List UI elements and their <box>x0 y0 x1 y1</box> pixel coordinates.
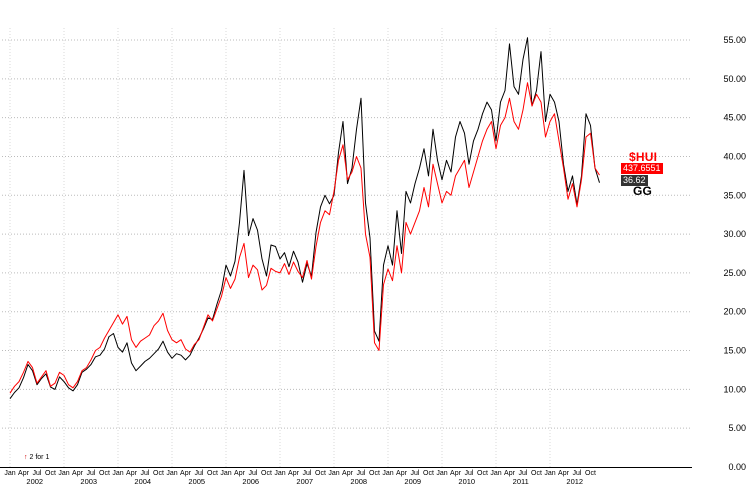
y-tick-label: 10.00 <box>723 384 746 394</box>
series-label-hui: $HUI <box>629 150 658 164</box>
y-tick-label: 35.00 <box>723 190 746 200</box>
x-tick-year-label: 2011 <box>513 477 529 486</box>
x-tick-month-label: Apr <box>234 470 246 477</box>
x-tick-month-label: Oct <box>45 470 56 477</box>
y-tick-label: 25.00 <box>723 268 746 278</box>
x-tick-month-label: Jul <box>411 470 420 477</box>
x-tick-month-label: Jul <box>33 470 42 477</box>
x-tick-year-label: 2003 <box>80 477 97 486</box>
x-tick-month-label: Oct <box>99 470 110 477</box>
y-tick-label: 55.00 <box>723 35 746 45</box>
x-tick-month-label: Jan <box>544 470 555 477</box>
x-tick-year-label: 2005 <box>188 477 205 486</box>
y-tick-label: 30.00 <box>723 229 746 239</box>
split-arrow-icon: ↑ <box>24 454 28 461</box>
x-tick-month-label: Jan <box>328 470 339 477</box>
x-tick-month-label: Apr <box>72 470 84 477</box>
x-tick-month-label: Apr <box>396 470 408 477</box>
x-tick-month-label: Jan <box>112 470 123 477</box>
y-tick-label: 50.00 <box>723 74 746 84</box>
y-tick-label: 0.00 <box>728 462 746 472</box>
x-tick-year-label: 2006 <box>242 477 259 486</box>
x-tick-year-label: 2010 <box>458 477 475 486</box>
x-tick-month-label: Apr <box>342 470 354 477</box>
x-tick-month-label: Jul <box>195 470 204 477</box>
x-tick-month-label: Jul <box>357 470 366 477</box>
x-tick-month-label: Oct <box>585 470 596 477</box>
x-tick-month-label: Jul <box>303 470 312 477</box>
x-tick-month-label: Apr <box>558 470 570 477</box>
y-tick-label: 40.00 <box>723 151 746 161</box>
x-tick-month-label: Oct <box>261 470 272 477</box>
y-tick-label: 5.00 <box>728 423 746 433</box>
series-line-gg <box>9 37 600 399</box>
x-tick-month-label: Jan <box>220 470 231 477</box>
x-tick-month-label: Jan <box>58 470 69 477</box>
x-tick-year-label: 2012 <box>566 477 583 486</box>
x-tick-month-label: Apr <box>18 470 30 477</box>
x-tick-month-label: Apr <box>450 470 462 477</box>
x-tick-month-label: Jan <box>382 470 393 477</box>
x-tick-year-label: 2009 <box>404 477 421 486</box>
x-tick-month-label: Jan <box>436 470 447 477</box>
x-tick-year-label: 2007 <box>296 477 313 486</box>
price-tag-gg: 36.62 <box>621 175 648 186</box>
x-tick-month-label: Oct <box>369 470 380 477</box>
x-tick-month-label: Oct <box>315 470 326 477</box>
x-tick-month-label: Jul <box>519 470 528 477</box>
x-tick-month-label: Jan <box>274 470 285 477</box>
y-tick-label: 20.00 <box>723 307 746 317</box>
y-tick-label: 45.00 <box>723 113 746 123</box>
x-tick-month-label: Apr <box>180 470 192 477</box>
x-tick-month-label: Jul <box>141 470 150 477</box>
series-label-gg: GG <box>633 184 653 198</box>
x-tick-month-label: Apr <box>288 470 300 477</box>
x-tick-month-label: Oct <box>477 470 488 477</box>
x-tick-month-label: Jan <box>4 470 15 477</box>
x-tick-month-label: Jul <box>249 470 258 477</box>
x-tick-month-label: Apr <box>504 470 516 477</box>
x-tick-year-label: 2008 <box>350 477 367 486</box>
x-tick-year-label: 2002 <box>26 477 43 486</box>
series-line-hui <box>9 82 600 394</box>
x-tick-month-label: Jul <box>573 470 582 477</box>
x-tick-month-label: Jul <box>87 470 96 477</box>
x-tick-month-label: Oct <box>153 470 164 477</box>
x-tick-month-label: Jan <box>166 470 177 477</box>
x-tick-month-label: Oct <box>531 470 542 477</box>
split-annotation-text: 2 for 1 <box>29 454 50 461</box>
x-tick-month-label: Oct <box>207 470 218 477</box>
x-tick-month-label: Jul <box>465 470 474 477</box>
x-tick-month-label: Oct <box>423 470 434 477</box>
y-tick-label: 15.00 <box>723 346 746 356</box>
price-tag-hui: 437.6551 <box>621 163 663 174</box>
x-tick-year-label: 2004 <box>134 477 151 486</box>
split-annotation: ↑ 2 for 1 <box>24 454 49 461</box>
x-tick-month-label: Jan <box>490 470 501 477</box>
x-tick-month-label: Apr <box>126 470 138 477</box>
